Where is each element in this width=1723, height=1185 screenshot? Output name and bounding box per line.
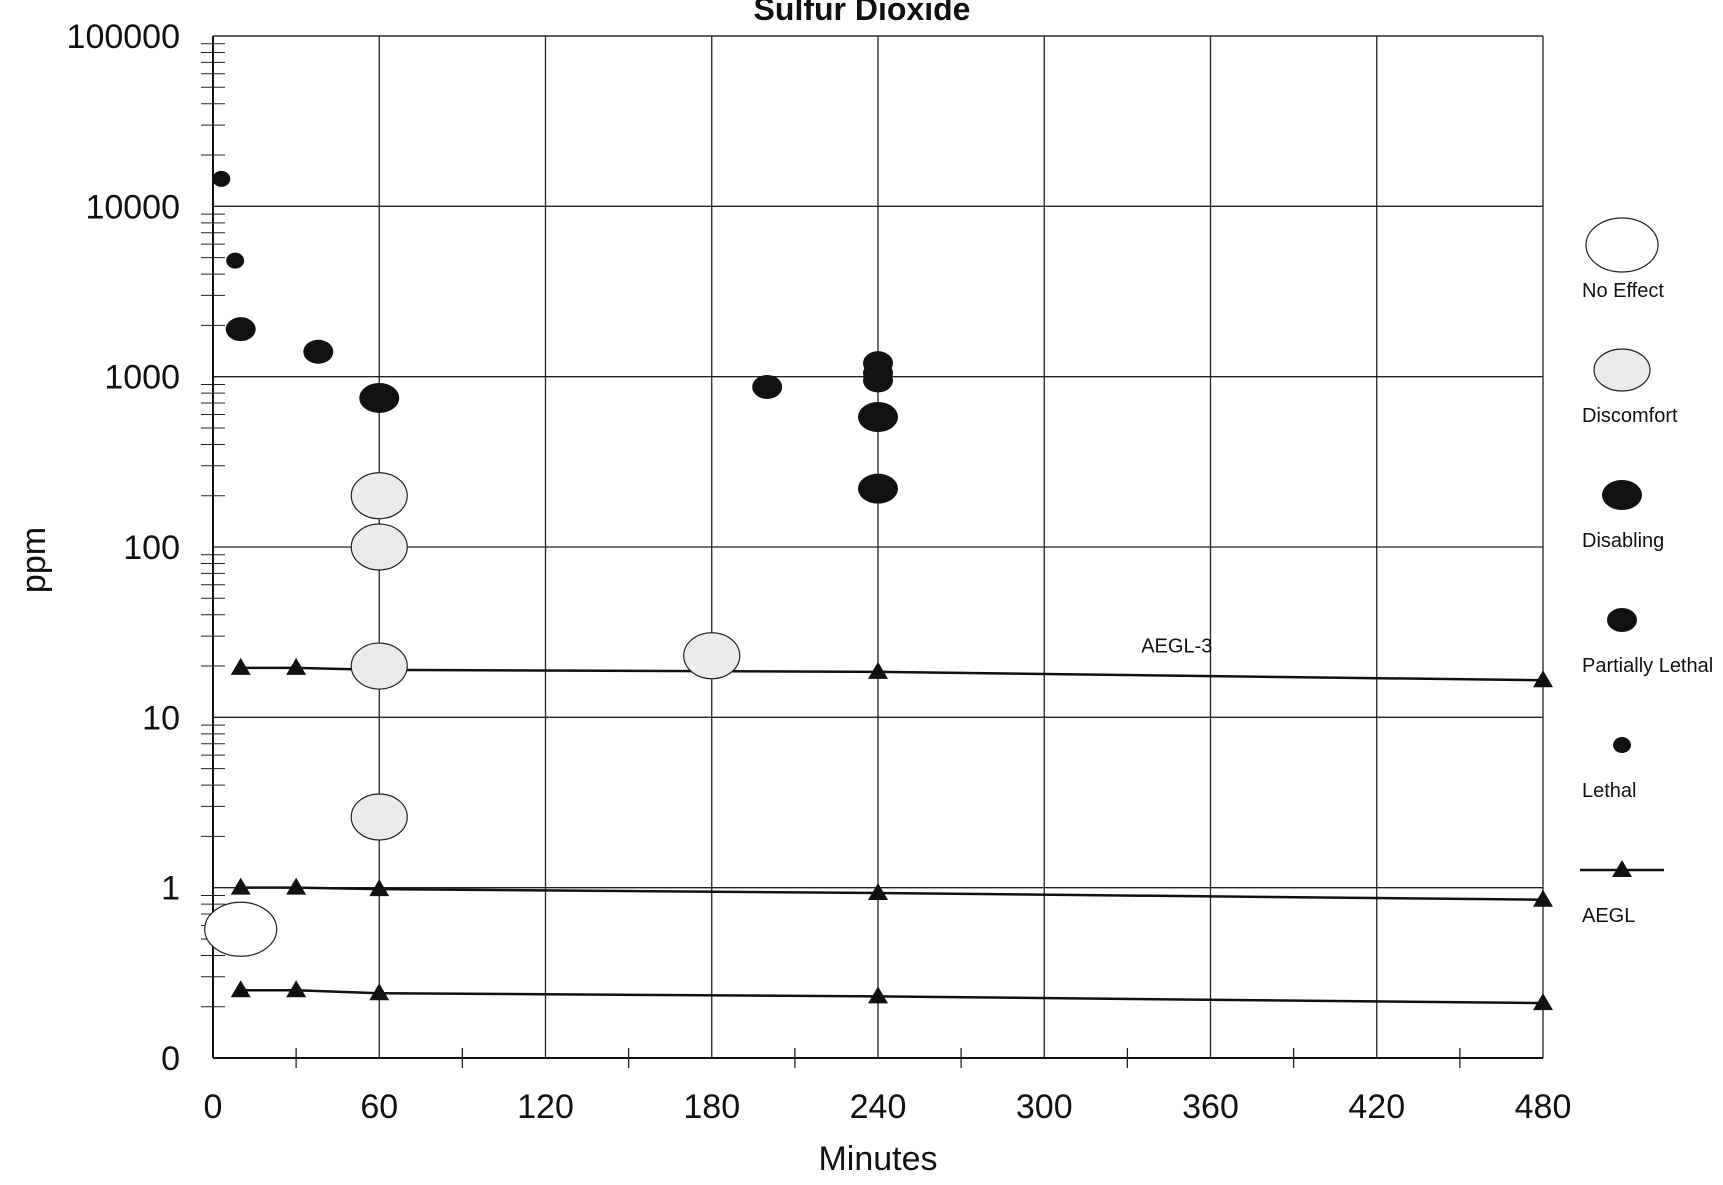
- legend: No Effect Discomfort Disabling Partially Le…: [1580, 217, 1713, 927]
- legend-aegl-triangle-symbol: [1612, 860, 1632, 877]
- aegl-point: [286, 877, 307, 895]
- discomfort-point: [350, 793, 408, 841]
- legend-no-effect-label: No Effect: [1582, 280, 1664, 302]
- x-tick-label: 120: [517, 1088, 574, 1126]
- partially-lethal-point: [863, 368, 893, 393]
- aegl-point: [230, 657, 251, 675]
- aegl-point: [868, 661, 888, 679]
- axes: [212, 35, 1543, 1059]
- legend-no-effect-symbol: [1585, 217, 1659, 273]
- y-tick-label: 100: [123, 529, 180, 567]
- legend-disabling-symbol: [1602, 480, 1642, 510]
- data-points: [204, 170, 898, 957]
- partially-lethal-point: [752, 374, 783, 399]
- aegl-lines: [230, 657, 1553, 1011]
- aegl-point: [369, 879, 390, 897]
- disabling-point: [858, 401, 898, 432]
- legend-partially-lethal-symbol: [1607, 608, 1637, 632]
- legend-partially-lethal-label: Partially Lethal: [1582, 655, 1713, 677]
- aegl-point: [369, 983, 390, 1001]
- aegl-point: [868, 883, 888, 901]
- lethal-point: [226, 252, 245, 269]
- tick-labels: 0 60 120 180 240 300 360 420 480 0 1 10 100 1000 10000…: [67, 18, 1572, 1126]
- aegl-line-2: [240, 886, 1544, 901]
- discomfort-point: [204, 901, 278, 957]
- legend-lethal-label: Lethal: [1582, 780, 1637, 802]
- x-tick-label: 420: [1348, 1088, 1405, 1126]
- aegl-line-1: [240, 666, 1544, 682]
- x-tick-label: 0: [204, 1088, 223, 1126]
- y-tick-label: 0: [161, 1040, 180, 1078]
- aegl-point: [1533, 670, 1553, 688]
- x-tick-label: 240: [850, 1088, 907, 1126]
- legend-discomfort-label: Discomfort: [1582, 405, 1678, 427]
- aegl-3-label: AEGL-3: [1141, 636, 1212, 658]
- annotations: AEGL-3: [1141, 636, 1212, 658]
- y-axis-title: ppm: [15, 527, 53, 593]
- legend-lethal-symbol: [1613, 737, 1631, 753]
- x-tick-label: 360: [1182, 1088, 1239, 1126]
- discomfort-point: [350, 642, 408, 690]
- y-tick-label: 1: [161, 870, 180, 908]
- y-tick-label: 100000: [67, 18, 180, 56]
- legend-disabling-label: Disabling: [1582, 530, 1664, 552]
- aegl-line-3: [240, 988, 1544, 1005]
- chart-title: Sulfur Dioxide: [754, 0, 971, 27]
- partially-lethal-point: [303, 339, 334, 364]
- x-tick-label: 180: [683, 1088, 740, 1126]
- x-tick-label: 300: [1016, 1088, 1073, 1126]
- discomfort-point: [350, 523, 408, 571]
- x-tick-label: 480: [1515, 1088, 1572, 1126]
- aegl-point: [286, 980, 307, 998]
- aegl-point: [868, 986, 888, 1004]
- discomfort-point: [350, 472, 408, 520]
- gridlines: [213, 35, 1544, 1058]
- discomfort-point: [683, 632, 741, 680]
- aegl-point: [230, 980, 251, 998]
- aegl-point: [1533, 993, 1553, 1011]
- x-axis-title: Minutes: [818, 1140, 937, 1178]
- x-tick-label: 60: [360, 1088, 398, 1126]
- legend-discomfort-symbol: [1593, 348, 1651, 392]
- disabling-point: [359, 382, 400, 413]
- legend-aegl-label: AEGL: [1582, 905, 1635, 927]
- aegl-point: [230, 877, 251, 895]
- aegl-point: [1533, 889, 1553, 907]
- y-tick-label: 1000: [104, 359, 180, 397]
- y-minor-ticks: [201, 43, 1461, 1068]
- disabling-point: [858, 473, 898, 504]
- y-tick-label: 10000: [85, 188, 180, 226]
- aegl-point: [286, 657, 307, 675]
- lethal-point: [212, 170, 231, 187]
- partially-lethal-point: [225, 317, 256, 342]
- y-tick-label: 10: [142, 699, 180, 737]
